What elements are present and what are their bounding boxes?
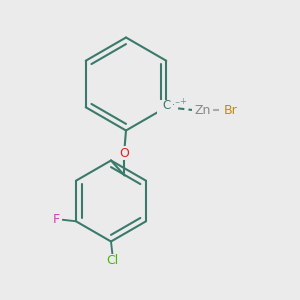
Text: Cl: Cl [106, 254, 119, 268]
Text: C: C [162, 99, 170, 112]
Text: F: F [53, 213, 60, 226]
Bar [104, 254, 121, 268]
Text: O: O [120, 146, 129, 160]
Text: ·⁻: ·⁻ [172, 100, 180, 110]
Text: Br: Br [224, 104, 238, 117]
Bar [50, 214, 62, 226]
Bar [118, 146, 131, 160]
Bar [192, 103, 213, 118]
Text: Zn: Zn [194, 104, 211, 117]
Bar [157, 100, 178, 115]
Text: +: + [179, 98, 186, 106]
Bar [219, 103, 237, 118]
